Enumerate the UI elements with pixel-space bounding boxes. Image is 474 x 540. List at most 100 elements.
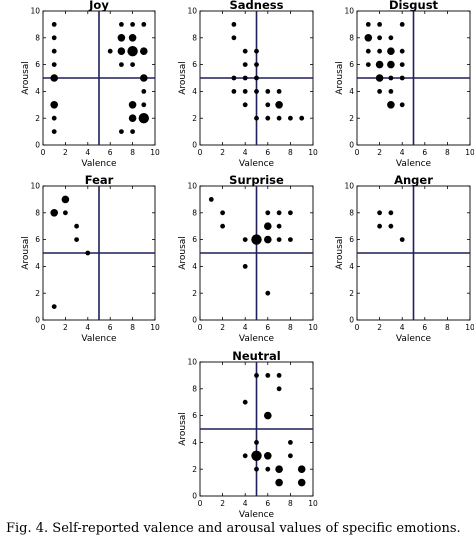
- y-tick-label: 8: [192, 33, 197, 42]
- x-tick-label: 0: [355, 148, 360, 157]
- data-point: [220, 210, 226, 216]
- data-point: [74, 223, 79, 229]
- data-point: [377, 210, 382, 216]
- data-point: [377, 35, 382, 41]
- data-point: [388, 75, 394, 81]
- y-tick-label: 0: [192, 316, 197, 325]
- data-point: [399, 237, 405, 243]
- y-tick-label: 10: [344, 182, 354, 191]
- data-point: [242, 62, 248, 67]
- data-point: [231, 75, 237, 81]
- data-point: [254, 75, 259, 81]
- x-tick-label: 4: [85, 323, 90, 332]
- x-tick-label: 8: [445, 148, 450, 157]
- panel-fear: 0 2 4 6 8 10 0 2 4 6 8 10 Fear Valence Arousal: [21, 173, 160, 344]
- data-point: [365, 22, 371, 27]
- data-point: [375, 60, 384, 69]
- panel-disgust: 0 2 4 6 8 10 0 2 4 6 8 10 Disgust Valence Arousal: [335, 0, 474, 169]
- x-tick-label: 2: [377, 148, 382, 157]
- data-point: [377, 22, 382, 27]
- data-point: [63, 210, 68, 216]
- data-point: [254, 62, 259, 67]
- data-point: [276, 223, 282, 229]
- panel-title: Neutral: [232, 349, 280, 363]
- data-point: [265, 466, 271, 472]
- y-tick-label: 0: [35, 141, 40, 150]
- data-point: [388, 35, 394, 41]
- y-tick-label: 6: [192, 235, 197, 244]
- data-point: [119, 62, 124, 67]
- data-point: [231, 22, 237, 27]
- x-tick-label: 2: [220, 148, 225, 157]
- x-tick-label: 4: [400, 148, 405, 157]
- data-point: [141, 22, 147, 27]
- data-point: [119, 129, 124, 135]
- x-tick-label: 8: [445, 323, 450, 332]
- data-point: [399, 75, 405, 81]
- data-point: [128, 101, 137, 109]
- y-tick-label: 8: [35, 33, 40, 42]
- data-point: [254, 115, 259, 121]
- y-tick-label: 10: [344, 7, 354, 16]
- x-tick-label: 2: [63, 148, 68, 157]
- data-point: [265, 115, 271, 121]
- data-point: [231, 89, 237, 94]
- data-point: [51, 48, 57, 54]
- x-axis-label: Valence: [239, 334, 275, 344]
- data-point: [364, 34, 373, 42]
- x-tick-label: 4: [243, 499, 248, 508]
- y-tick-label: 0: [349, 316, 354, 325]
- y-tick-label: 8: [35, 208, 40, 217]
- x-axis-label: Valence: [239, 159, 275, 169]
- data-point: [275, 478, 283, 487]
- panel-title: Sadness: [230, 0, 284, 12]
- data-point: [254, 440, 259, 445]
- y-tick-label: 2: [35, 289, 40, 298]
- data-point: [299, 115, 305, 121]
- data-point: [288, 440, 293, 445]
- y-tick-label: 6: [349, 60, 354, 69]
- y-tick-label: 2: [35, 114, 40, 123]
- data-point: [276, 89, 282, 94]
- x-tick-label: 6: [108, 323, 113, 332]
- data-point: [242, 399, 248, 405]
- data-point: [251, 450, 262, 461]
- data-point: [117, 47, 126, 55]
- data-point: [297, 478, 306, 487]
- data-point: [265, 210, 271, 216]
- data-point: [242, 75, 248, 81]
- data-point: [276, 386, 282, 392]
- panel-sadness: 0 2 4 6 8 10 0 2 4 6 8 10 Sadness Valence Arousal: [178, 0, 318, 169]
- x-tick-label: 0: [198, 323, 203, 332]
- data-point: [297, 465, 306, 474]
- y-tick-label: 2: [349, 114, 354, 123]
- x-tick-label: 10: [465, 148, 474, 157]
- data-point: [85, 250, 91, 256]
- y-tick-label: 4: [349, 87, 354, 96]
- data-point: [119, 22, 124, 27]
- data-point: [388, 210, 394, 216]
- x-tick-label: 4: [85, 148, 90, 157]
- y-tick-label: 8: [349, 33, 354, 42]
- data-point: [265, 102, 271, 108]
- data-point: [265, 373, 271, 378]
- data-point: [127, 46, 138, 57]
- data-point: [265, 89, 271, 94]
- y-tick-label: 4: [349, 262, 354, 271]
- data-point: [264, 235, 272, 244]
- data-point: [254, 48, 259, 54]
- data-point: [288, 210, 293, 216]
- data-point: [275, 101, 283, 109]
- data-point: [51, 22, 57, 27]
- y-tick-label: 2: [192, 114, 197, 123]
- y-tick-label: 6: [192, 411, 197, 420]
- data-point: [251, 234, 262, 245]
- data-point: [388, 89, 394, 94]
- y-tick-label: 4: [192, 262, 197, 271]
- panel-anger: 0 2 4 6 8 10 0 2 4 6 8 10 Anger Valence Arousal: [335, 173, 474, 344]
- data-point: [377, 223, 382, 229]
- x-tick-label: 10: [150, 323, 160, 332]
- data-point: [399, 22, 405, 27]
- figure-caption: Fig. 4. Self-reported valence and arousa…: [6, 521, 461, 536]
- data-point: [50, 101, 58, 109]
